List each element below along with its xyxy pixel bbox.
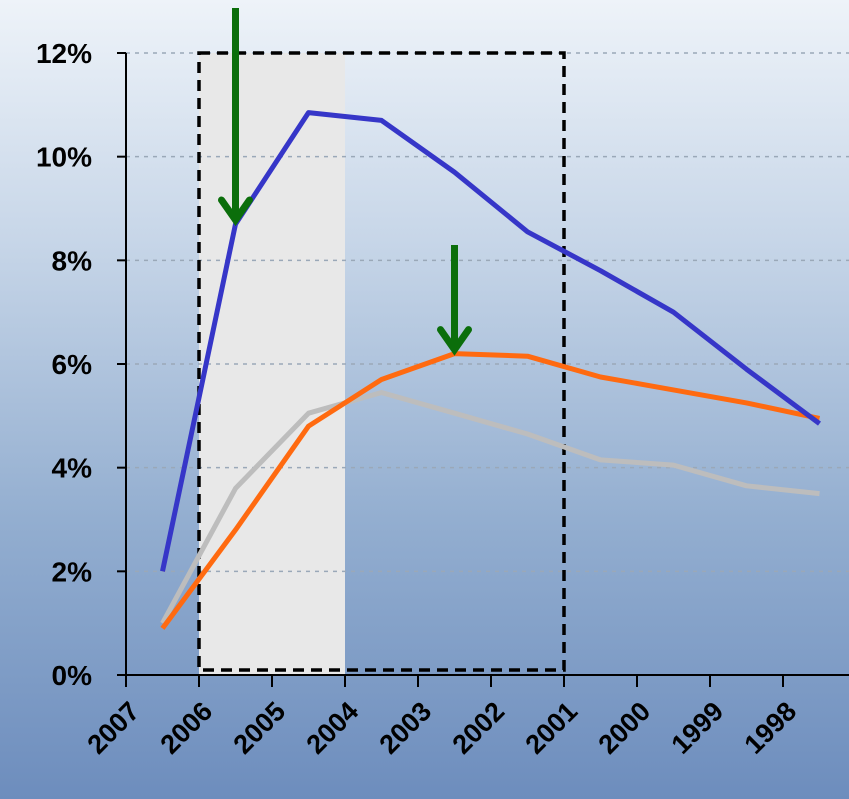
annotation-arrow bbox=[437, 245, 472, 356]
y-tick-label: 6% bbox=[52, 349, 93, 380]
x-tick-label: 2005 bbox=[228, 696, 292, 760]
series-line-2 bbox=[160, 390, 820, 625]
x-tick-label: 2006 bbox=[155, 696, 219, 760]
y-tick-label: 12% bbox=[36, 38, 92, 69]
series-line-1 bbox=[160, 351, 821, 630]
x-tick-label: 2004 bbox=[301, 696, 365, 760]
x-tick-label: 2003 bbox=[374, 696, 438, 760]
series-line-0 bbox=[160, 110, 821, 572]
x-tick-label: 1998 bbox=[739, 696, 803, 760]
x-tick-label: 2007 bbox=[82, 696, 146, 760]
y-tick-label: 0% bbox=[52, 660, 93, 691]
y-tick-label: 2% bbox=[52, 556, 93, 587]
highlight-box bbox=[197, 51, 566, 672]
x-tick-label: 1999 bbox=[666, 696, 730, 760]
x-tick-label: 2000 bbox=[593, 696, 657, 760]
x-tick-label: 2002 bbox=[447, 696, 511, 760]
y-tick-label: 8% bbox=[52, 245, 93, 276]
x-tick-label: 2001 bbox=[520, 696, 584, 760]
annotation-arrow bbox=[218, 8, 253, 227]
y-tick-label: 4% bbox=[52, 453, 93, 484]
y-tick-label: 10% bbox=[36, 142, 92, 173]
